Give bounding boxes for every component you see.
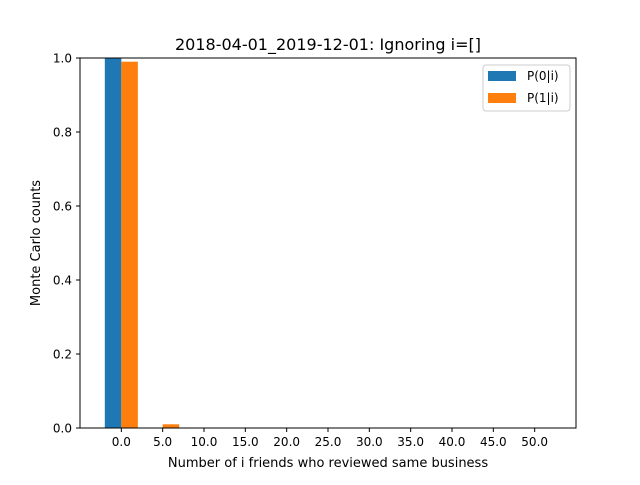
y-tick-label: 1.0: [53, 52, 72, 66]
bars-group: [104, 58, 180, 428]
y-axis-label: Monte Carlo counts: [29, 180, 44, 306]
x-axis: 0.0 5.0 10.0 15.0 20.0 25.0 30.0 35.0 40.0 45.0 50…: [112, 428, 548, 449]
x-tick-label: 0.0: [112, 435, 131, 449]
x-tick-label: 35.0: [397, 435, 424, 449]
legend: P(0|i) P(1|i): [482, 64, 571, 112]
y-tick-label: 0.0: [53, 422, 72, 436]
x-axis-label: Number of i friends who reviewed same bu…: [168, 456, 488, 471]
y-tick-label: 0.6: [53, 200, 72, 214]
y-axis: 0.0 0.2 0.4 0.6 0.8 1.0: [53, 52, 80, 436]
y-tick-label: 0.2: [53, 348, 72, 362]
bar-p1-0: [121, 61, 138, 428]
x-tick-label: 30.0: [356, 435, 383, 449]
x-tick-label: 40.0: [439, 435, 466, 449]
chart-title: 2018-04-01_2019-12-01: Ignoring i=[]: [175, 35, 481, 55]
bar-p1-1: [162, 424, 180, 428]
legend-swatch-p0: [488, 71, 516, 81]
legend-label-p0: P(0|i): [527, 69, 559, 83]
x-tick-label: 45.0: [480, 435, 507, 449]
legend-swatch-p1: [488, 93, 516, 103]
bar-p0-0: [104, 58, 122, 428]
x-tick-label: 10.0: [191, 435, 218, 449]
x-tick-label: 25.0: [315, 435, 342, 449]
x-tick-label: 5.0: [153, 435, 172, 449]
legend-label-p1: P(1|i): [527, 91, 559, 105]
x-tick-label: 20.0: [273, 435, 300, 449]
y-tick-label: 0.4: [53, 274, 72, 288]
x-tick-label: 15.0: [232, 435, 259, 449]
x-tick-label: 50.0: [521, 435, 548, 449]
y-tick-label: 0.8: [53, 126, 72, 140]
